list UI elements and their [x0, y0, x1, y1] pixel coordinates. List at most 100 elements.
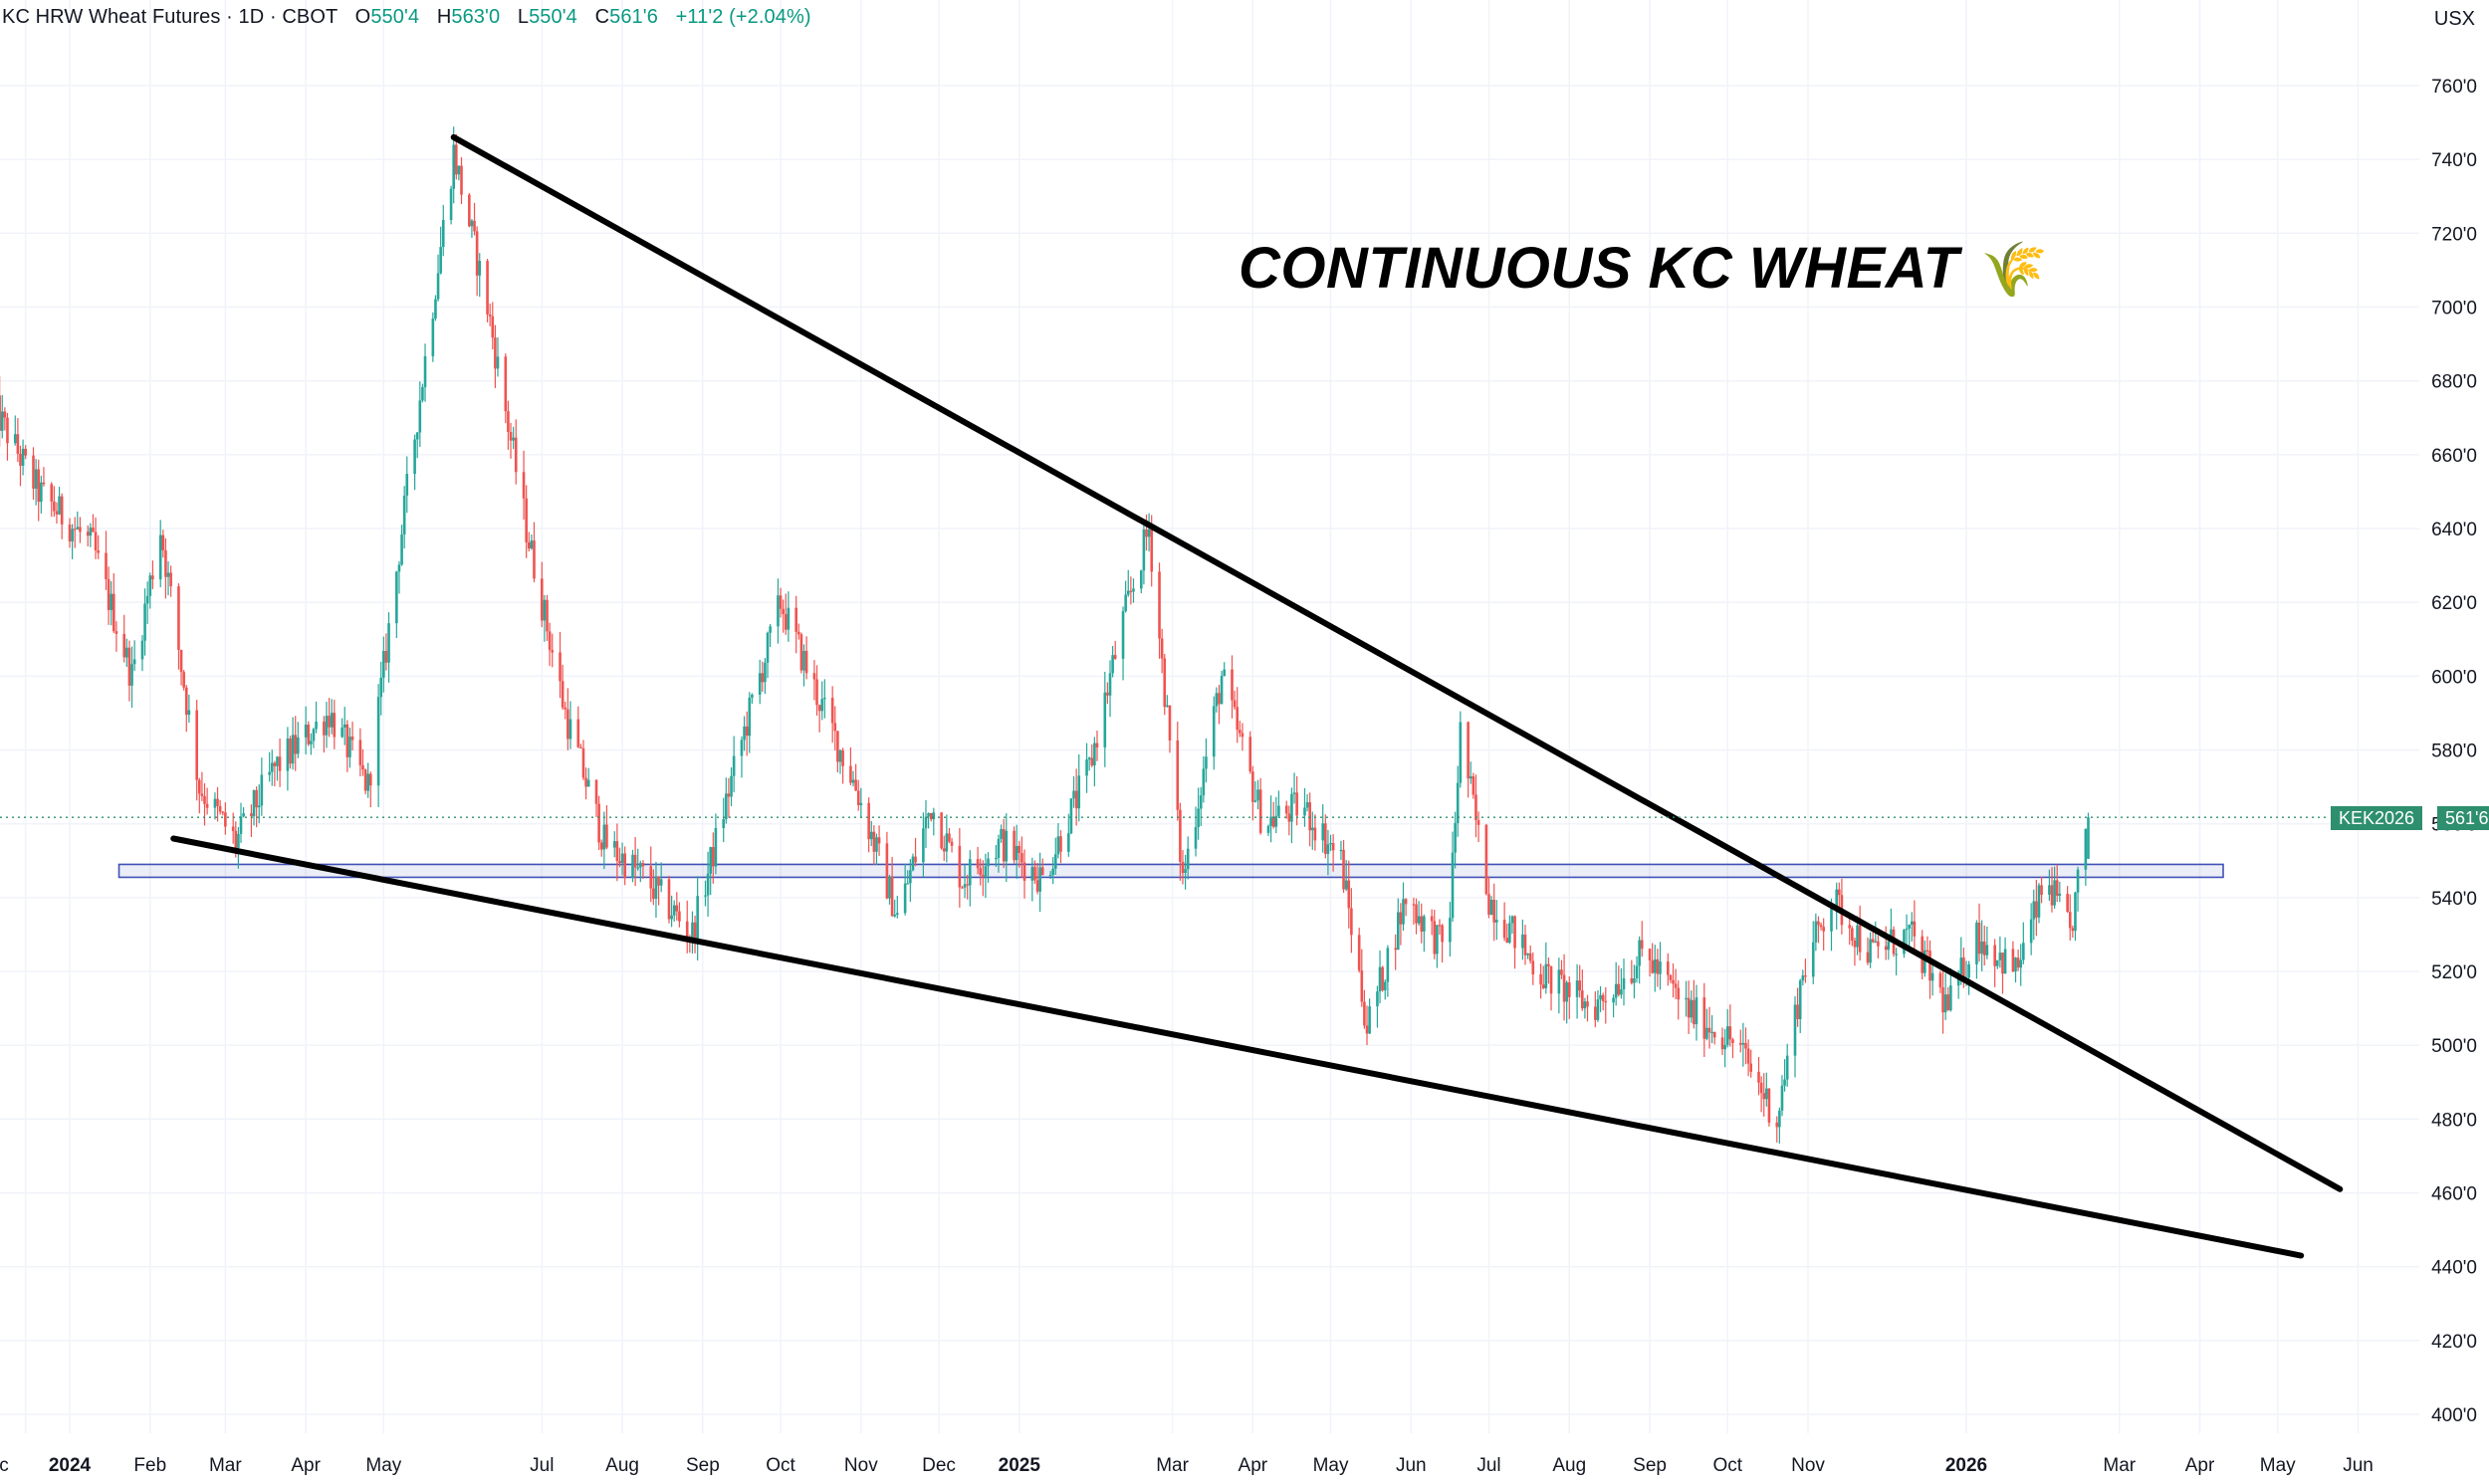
candle-body	[1202, 768, 1206, 796]
candle-body	[2055, 880, 2059, 896]
candle-body	[395, 571, 398, 624]
candle-body	[672, 905, 676, 916]
candle-body	[794, 607, 797, 632]
candle-body	[1386, 948, 1390, 982]
candle-body	[1205, 756, 1208, 769]
candle-body	[1053, 854, 1057, 869]
candle-body	[1344, 880, 1348, 890]
candle-body	[1220, 676, 1224, 705]
candle-body	[1067, 833, 1070, 852]
candle-body	[1331, 843, 1335, 851]
candle-body	[1360, 970, 1364, 1002]
candle-body	[1176, 740, 1180, 810]
candle-body	[1930, 972, 1934, 981]
candle-body	[1798, 980, 1802, 1019]
candle-body	[1074, 790, 1078, 809]
candle-body	[1199, 795, 1203, 809]
candle-body	[1651, 959, 1654, 973]
candle-body	[1672, 979, 1675, 984]
y-axis[interactable]: 760'0 740'0 720'0 700'0 680'0 660'0 640'0 620'0…	[2431, 77, 2477, 1426]
candle-body	[2022, 943, 2025, 960]
chart-watermark: CONTINUOUS KC WHEAT 🌾	[1239, 235, 2048, 302]
x-tick-label: Apr	[2185, 1455, 2215, 1476]
candle-body	[1801, 975, 1805, 981]
candle-body	[1702, 997, 1706, 1039]
candle-body	[1982, 941, 1986, 955]
candle-body	[1749, 1063, 1753, 1072]
candle-body	[439, 247, 442, 274]
candle-body	[34, 469, 38, 489]
candle-body	[722, 819, 726, 828]
candle-body	[1030, 867, 1034, 881]
candle-body	[24, 448, 27, 456]
high-label: H	[436, 6, 452, 28]
candle-body	[1469, 776, 1472, 779]
candle-body	[200, 793, 204, 796]
candle-body	[333, 713, 337, 738]
candle-body	[184, 687, 188, 716]
candle-body	[1420, 916, 1424, 932]
x-tick-label: Feb	[133, 1455, 166, 1476]
symbol-title[interactable]: KC HRW Wheat Futures · 1D · CBOT	[2, 6, 338, 28]
lower-trendline[interactable]	[170, 835, 2305, 1259]
candle-body	[213, 798, 217, 808]
x-axis[interactable]: c 2024 Feb Mar Apr May Jul Aug Sep Oct Nov Dec 2025 M…	[0, 1455, 2374, 1476]
candle-body	[1090, 757, 1094, 766]
y-tick-label: 700'0	[2431, 299, 2477, 319]
candle-body	[657, 876, 660, 886]
candle-body	[1884, 946, 1888, 951]
candle-body	[1775, 1122, 1779, 1128]
candle-body	[79, 527, 82, 532]
candle-body	[2029, 919, 2033, 944]
y-tick-label: 660'0	[2431, 446, 2477, 467]
candle-body	[1000, 828, 1003, 839]
candle-body	[42, 482, 46, 485]
x-tick-label: Mar	[1156, 1455, 1189, 1476]
candle-body	[161, 534, 165, 550]
candle-body	[2003, 949, 2007, 974]
candle-body	[597, 803, 600, 843]
candle-body	[932, 812, 936, 820]
candle-body	[1040, 867, 1044, 876]
candle-body	[966, 884, 969, 886]
support-zone[interactable]	[117, 863, 2224, 879]
candle-body	[1838, 889, 1841, 896]
candle-body	[304, 725, 308, 738]
candle-body	[1925, 950, 1929, 952]
x-tick-label: Nov	[1791, 1455, 1825, 1476]
candle-body	[107, 578, 111, 610]
upper-trendline[interactable]	[450, 133, 2344, 1192]
y-tick-label: 440'0	[2431, 1258, 2477, 1279]
x-tick-label: Aug	[605, 1455, 639, 1476]
candle-body	[1811, 942, 1815, 977]
candle-body	[449, 188, 453, 220]
candle-body	[2011, 949, 2015, 972]
y-tick-label: 520'0	[2431, 962, 2477, 983]
x-tick-label: Apr	[1239, 1455, 1268, 1476]
candle-body	[1622, 977, 1626, 989]
open-value: 550'4	[370, 6, 420, 28]
x-tick-label: Dec	[922, 1455, 956, 1476]
candle-body	[820, 699, 824, 712]
candle-body	[1521, 934, 1524, 949]
candle-body	[929, 812, 933, 820]
currency-label[interactable]: USX	[2433, 8, 2475, 30]
candle-body	[639, 863, 642, 868]
candle-body	[1614, 983, 1618, 998]
candle-body	[1271, 816, 1275, 827]
candle-body	[1290, 793, 1293, 822]
candle-body	[1471, 776, 1475, 795]
candle-body	[1604, 1000, 1608, 1003]
candle-body	[1077, 775, 1081, 809]
candle-body	[1295, 792, 1298, 816]
candle-body	[1819, 925, 1823, 928]
last-price-symbol-tag: KEK2026	[2331, 806, 2423, 830]
candle-body	[122, 633, 126, 658]
candle-body	[1581, 990, 1584, 1009]
candle-body	[551, 650, 555, 653]
candle-body	[148, 575, 152, 596]
candle-body	[706, 873, 710, 896]
candle-body	[851, 779, 855, 783]
candle-body	[421, 386, 424, 401]
